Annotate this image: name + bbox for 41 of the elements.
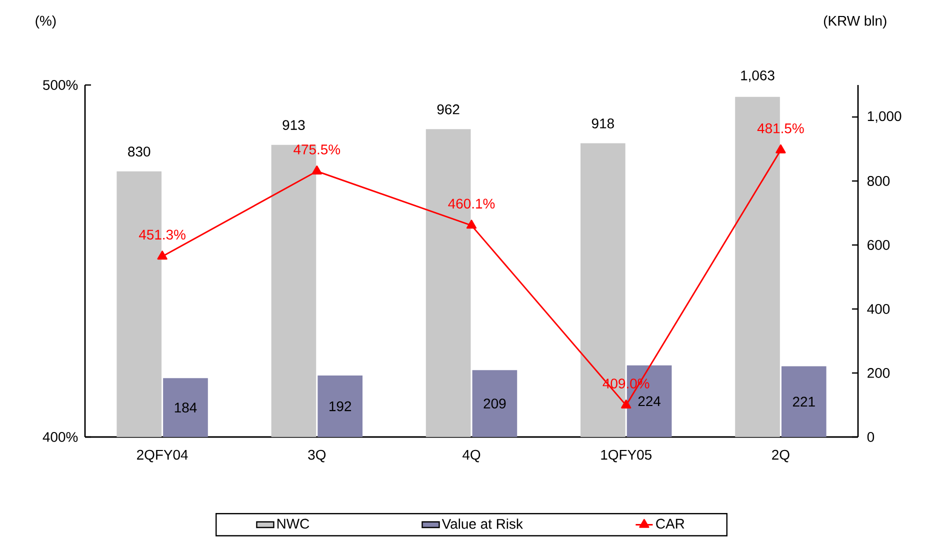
y-tick-label: 400% xyxy=(42,432,78,442)
legend-label: NWC xyxy=(277,518,310,529)
x-tick-label: 4Q xyxy=(462,450,480,462)
point xyxy=(466,220,477,229)
data-label: 913 xyxy=(282,120,305,130)
data-label: 460.1% xyxy=(448,198,495,209)
y2-axis-title: (KRW bln) xyxy=(824,15,886,28)
data-label: 209 xyxy=(484,398,506,408)
x-tick-label: 3Q xyxy=(308,450,326,462)
data-label: 481.5% xyxy=(757,123,804,134)
data-label: 962 xyxy=(437,104,460,114)
data-label: 451.3% xyxy=(138,230,186,240)
x-tick-label: 1QFY05 xyxy=(601,450,652,462)
y-tick-label: 500% xyxy=(43,80,78,90)
x-tick-label: 2Q xyxy=(772,450,790,462)
data-label: 192 xyxy=(330,401,352,412)
data-label: 918 xyxy=(592,118,614,128)
point xyxy=(312,166,322,174)
data-label: 1,063 xyxy=(741,70,774,82)
data-label: 475.5% xyxy=(294,144,340,154)
data-label: 830 xyxy=(128,146,150,157)
point xyxy=(621,400,632,409)
bar xyxy=(163,378,208,437)
legend-label: CAR xyxy=(656,518,684,529)
bar xyxy=(318,376,363,437)
data-label: 221 xyxy=(792,396,815,407)
y2-tick-label: 200 xyxy=(868,368,890,378)
bar xyxy=(472,370,518,437)
y-axis-title: (%) xyxy=(36,15,56,28)
y2-tick-label: 0 xyxy=(867,432,874,442)
x-tick-label: 2QFY04 xyxy=(137,450,188,462)
data-label: 224 xyxy=(638,396,661,406)
point xyxy=(157,250,168,260)
legend-label: Value at Risk xyxy=(442,518,523,529)
y2-tick-label: 600 xyxy=(868,240,890,250)
bar xyxy=(781,366,826,437)
y2-tick-label: 800 xyxy=(867,176,890,186)
y2-tick-label: 1,000 xyxy=(868,111,902,123)
point xyxy=(776,144,786,154)
data-label: 184 xyxy=(174,402,197,412)
y2-tick-label: 400 xyxy=(867,304,890,314)
